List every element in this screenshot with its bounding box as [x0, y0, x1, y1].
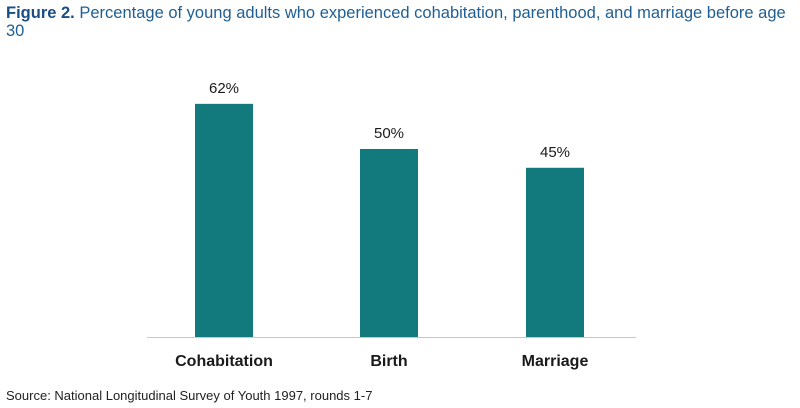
- bar-cohabitation: [195, 103, 253, 338]
- figure-number: Figure 2.: [6, 4, 75, 22]
- source-note: Source: National Longitudinal Survey of …: [6, 388, 373, 403]
- category-label-cohabitation: Cohabitation: [175, 353, 273, 370]
- figure-title: Figure 2. Percentage of young adults who…: [6, 4, 794, 40]
- figure-title-text: Percentage of young adults who experienc…: [6, 4, 786, 40]
- bar-birth: [360, 148, 418, 337]
- bar-value-label: 45%: [540, 144, 570, 161]
- category-label-marriage: Marriage: [522, 353, 589, 370]
- bar-value-label: 50%: [374, 125, 404, 142]
- bar-value-label: 62%: [209, 80, 239, 97]
- bar-marriage: [526, 167, 584, 337]
- category-label-birth: Birth: [370, 353, 407, 370]
